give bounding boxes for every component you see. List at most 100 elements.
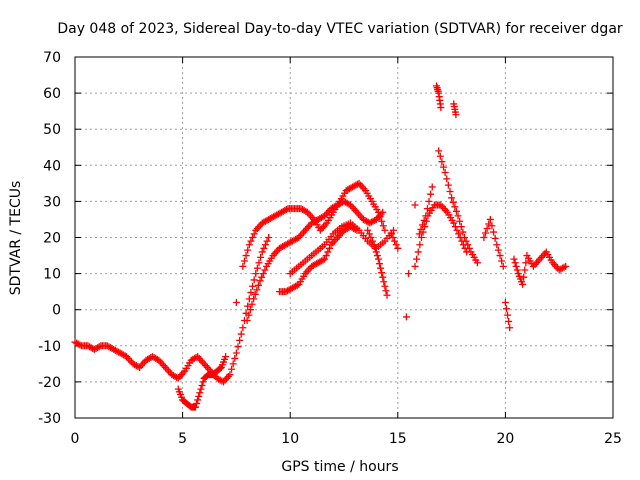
series-dgar-rise-a [232, 179, 389, 306]
series-dgar-rise-c [275, 223, 361, 296]
data-point-fill [547, 256, 555, 264]
data-point-fill [279, 243, 287, 251]
data-point-fill [285, 286, 293, 294]
data-point-fill [195, 392, 203, 400]
data-point-fill [528, 260, 536, 268]
data-point-fill [452, 207, 460, 215]
data-point-fill [461, 244, 469, 252]
data-point-fill [444, 181, 452, 189]
data-point-fill [369, 237, 377, 245]
series-dgar-baseline [71, 234, 273, 386]
data-point-fill [459, 241, 467, 249]
data-point-fill [455, 230, 463, 238]
data-point-fill [381, 282, 389, 290]
data-point-fill [295, 205, 303, 213]
data-point-fill [472, 256, 480, 264]
data-point-fill [221, 355, 229, 363]
x-axis-label: GPS time / hours [281, 459, 398, 475]
data-point-fill [337, 199, 345, 207]
data-point-fill [186, 359, 194, 367]
data-point-fill [362, 234, 370, 242]
data-point-fill [253, 264, 261, 272]
data-point-fill [249, 282, 257, 290]
data-point-fill [107, 344, 115, 352]
data-point [258, 248, 266, 256]
data-point [499, 262, 507, 270]
data-point [456, 234, 464, 241]
series-dgar-rise-b [243, 197, 387, 325]
data-point-fill [300, 272, 308, 280]
data-point-fill [341, 189, 349, 197]
data-point-fill [300, 206, 308, 214]
data-point-fill [292, 282, 300, 290]
data-point-fill [367, 234, 375, 241]
data-point-fill [353, 180, 361, 188]
data-point-fill [434, 87, 442, 95]
data-point [411, 201, 419, 209]
data-point-fill [423, 205, 431, 213]
data-point-fill [534, 257, 542, 265]
data-point-fill [449, 198, 457, 206]
y-tick-label-1: -20 [38, 375, 61, 391]
data-point-fill [260, 244, 268, 252]
data-point-fill [282, 206, 290, 214]
y-tick-label-4: 10 [43, 267, 61, 283]
data-point-fill [244, 246, 252, 254]
data-point-fill [285, 239, 293, 247]
data-point-fill [261, 241, 269, 249]
data-point-fill [134, 363, 142, 371]
data-point [232, 298, 240, 306]
x-tick-label-4: 20 [496, 431, 514, 447]
data-point-fill [197, 385, 205, 393]
data-point-fill [522, 259, 530, 267]
data-point-fill [301, 257, 309, 265]
data-point-fill [229, 360, 237, 368]
data-point [448, 194, 456, 202]
data-point-fill [373, 206, 381, 214]
data-point-fill [193, 400, 201, 408]
data-point-fill [365, 230, 373, 238]
data-point [405, 270, 413, 278]
data-point [370, 241, 378, 249]
data-point-fill [315, 224, 323, 232]
data-point [381, 226, 389, 234]
data-point-fill [87, 344, 95, 352]
data-point-fill [82, 342, 90, 350]
data-point-fill [178, 393, 186, 401]
data-point-fill [558, 264, 566, 272]
data-point-fill [293, 281, 301, 289]
data-point-fill [247, 289, 255, 297]
y-tick-label-8: 50 [43, 122, 61, 138]
data-point [463, 248, 471, 256]
series-dgar-trough [174, 353, 230, 411]
data-point-fill [94, 344, 102, 352]
data-point-fill [496, 252, 504, 260]
data-point-fill [451, 108, 459, 116]
data-point-fill [457, 223, 465, 231]
data-points [71, 82, 570, 411]
data-point-fill [353, 224, 361, 232]
data-point-fill [244, 302, 252, 310]
x-tick-label-3: 15 [389, 431, 407, 447]
data-point-fill [494, 246, 502, 254]
data-point-fill [379, 239, 387, 247]
data-point-fill [336, 224, 344, 232]
data-point-fill [425, 197, 433, 205]
data-point-fill [456, 217, 464, 225]
data-point-fill [453, 226, 461, 234]
data-point-fill [490, 228, 498, 236]
data-point [364, 226, 372, 234]
y-tick-label-7: 40 [43, 158, 61, 174]
data-point-fill [258, 273, 266, 281]
y-tick-label-9: 60 [43, 86, 61, 102]
data-point [252, 270, 260, 278]
data-point-fill [518, 278, 526, 286]
series-dgar-outlier-60 [433, 82, 460, 119]
data-point [506, 324, 514, 332]
data-point-fill [328, 211, 336, 219]
data-point-fill [145, 354, 153, 362]
data-point-fill [247, 237, 255, 245]
data-point-fill [319, 256, 327, 264]
y-tick-label-10: 70 [43, 50, 61, 66]
data-point-fill [504, 311, 512, 319]
